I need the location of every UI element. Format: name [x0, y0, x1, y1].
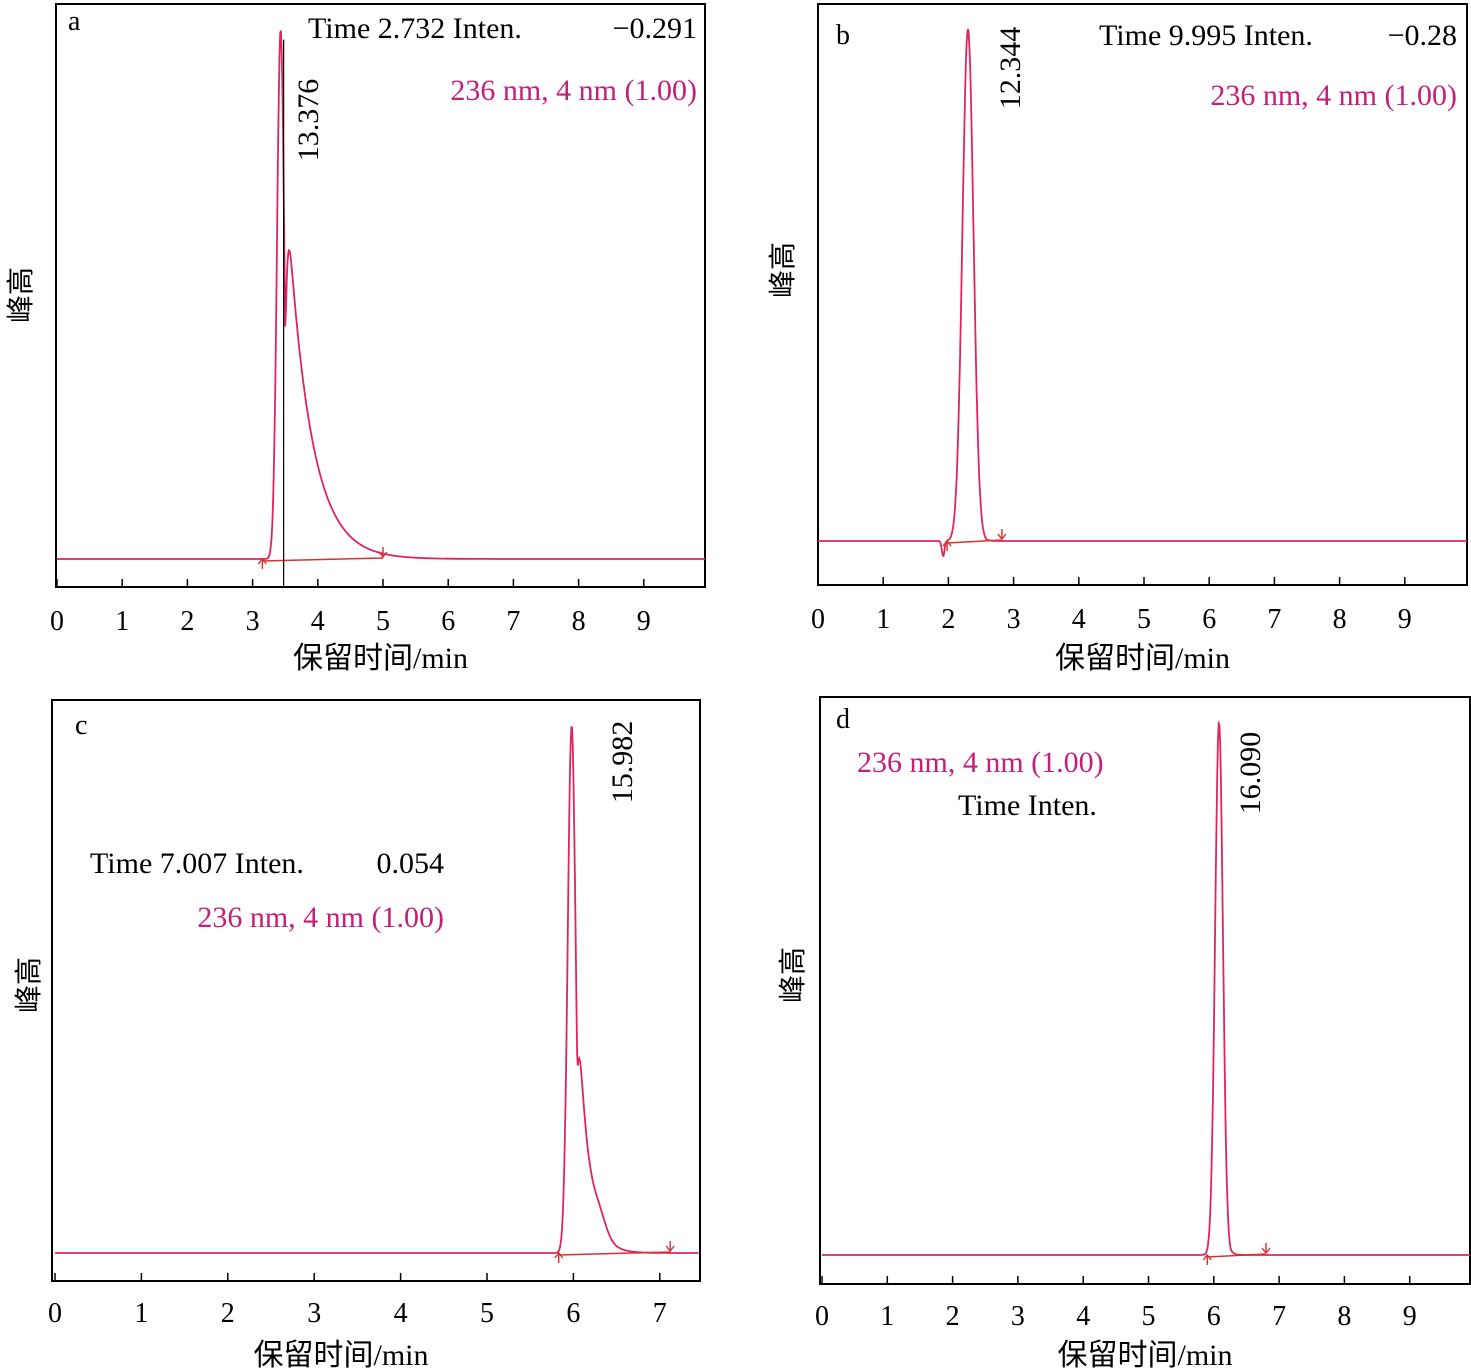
x-tick-label: 8 — [572, 606, 586, 637]
x-tick-label: 1 — [134, 1298, 148, 1329]
info-text: −0.291 — [613, 12, 697, 45]
x-axis-title: 保留时间/min — [293, 642, 468, 675]
x-tick-label: 5 — [1137, 604, 1151, 635]
x-axis-title: 保留时间/min — [1055, 642, 1230, 675]
peak-label: 15.982 — [606, 721, 639, 804]
x-tick-label: 1 — [115, 606, 129, 637]
peak-label: 13.376 — [292, 79, 325, 162]
x-tick-label: 9 — [637, 606, 651, 637]
panel-letter: a — [68, 6, 81, 37]
chromatogram-panel-c: 0 1 2 3 4 5 6 7 保留时间/min 峰高 c Time 7.007 Inten. 0.05… — [12, 699, 701, 1369]
x-tick-label: 0 — [50, 606, 64, 637]
peak-label: 16.090 — [1234, 732, 1267, 815]
peak-end-marker — [1261, 1243, 1271, 1255]
x-axis-title: 保留时间/min — [253, 1339, 428, 1369]
chromatogram-panel-a: 0 1 2 3 4 5 6 7 8 9 保留时间/min 峰高 a Time 2.732 Inten. −0… — [4, 3, 706, 675]
plot-frame — [51, 699, 701, 1282]
panel-letter: d — [836, 704, 850, 735]
y-axis-title: 峰高 — [766, 242, 799, 298]
wavelength-label: 236 nm, 4 nm (1.00) — [450, 74, 697, 107]
y-axis-title: 峰高 — [776, 947, 809, 1003]
x-tick-label: 8 — [1337, 1301, 1351, 1332]
x-tick-label: 6 — [441, 606, 455, 637]
info-text: Time 7.007 Inten. — [90, 847, 304, 880]
chromatogram-trace — [57, 30, 705, 560]
x-tick-label: 2 — [941, 604, 955, 635]
x-axis-title: 保留时间/min — [1057, 1339, 1232, 1369]
x-tick-label: 5 — [376, 606, 390, 637]
info-text: 0.054 — [377, 847, 445, 880]
x-tick-label: 1 — [876, 604, 890, 635]
peak-end-marker — [378, 547, 388, 559]
plot-frame — [819, 696, 1471, 1285]
x-tick-label: 4 — [1076, 1301, 1090, 1332]
x-tick-label: 7 — [1272, 1301, 1286, 1332]
chromatogram-trace — [55, 726, 699, 1254]
y-axis-title: 峰高 — [12, 957, 45, 1013]
x-tick-label: 9 — [1398, 604, 1412, 635]
wavelength-label: 236 nm, 4 nm (1.00) — [857, 746, 1104, 779]
x-tick-label: 0 — [815, 1301, 829, 1332]
panel-letter: c — [75, 710, 87, 741]
x-tick-label: 6 — [1207, 1301, 1221, 1332]
x-tick-label: 9 — [1403, 1301, 1417, 1332]
x-tick-label: 2 — [180, 606, 194, 637]
chromatogram-panel-d: 0 1 2 3 4 5 6 7 8 9 保留时间/min 峰高 d Time Inten. 236 nm, … — [776, 696, 1471, 1369]
peak-start-marker — [257, 557, 267, 569]
integration-baseline — [262, 557, 384, 562]
x-tick-label: 2 — [946, 1301, 960, 1332]
integration-baseline — [947, 539, 1002, 544]
peak-end-marker — [665, 1241, 675, 1253]
chromatogram-panel-b: 0 1 2 3 4 5 6 7 8 9 保留时间/min 峰高 b Time 9.995 Inten. −0… — [766, 3, 1468, 675]
x-tick-label: 3 — [307, 1298, 321, 1329]
chromatogram-trace — [818, 28, 1467, 558]
peak-label: 12.344 — [994, 27, 1027, 110]
panel-letter: b — [836, 20, 850, 51]
peak-start-marker — [942, 539, 952, 551]
x-tick-label: 6 — [566, 1298, 580, 1329]
x-tick-label: 3 — [246, 606, 260, 637]
peak-start-marker — [554, 1251, 564, 1263]
x-tick-label: 5 — [1142, 1301, 1156, 1332]
x-tick-label: 4 — [311, 606, 325, 637]
peak-start-marker — [1202, 1253, 1212, 1265]
x-tick-label: 7 — [506, 606, 520, 637]
info-text: Time 2.732 Inten. — [308, 12, 522, 45]
info-text: Time Inten. — [958, 789, 1097, 822]
info-text: Time 9.995 Inten. — [1099, 19, 1313, 52]
info-text: −0.28 — [1388, 19, 1457, 52]
x-tick-label: 7 — [1267, 604, 1281, 635]
x-tick-label: 0 — [48, 1298, 62, 1329]
plot-frame — [55, 3, 706, 588]
wavelength-label: 236 nm, 4 nm (1.00) — [197, 901, 444, 934]
y-axis-title: 峰高 — [4, 267, 37, 323]
peak-end-marker — [997, 529, 1007, 541]
plot-frame — [817, 3, 1468, 586]
x-tick-label: 7 — [653, 1298, 667, 1329]
x-tick-label: 6 — [1202, 604, 1216, 635]
x-tick-label: 0 — [811, 604, 825, 635]
wavelength-label: 236 nm, 4 nm (1.00) — [1210, 79, 1457, 112]
x-tick-label: 4 — [1072, 604, 1086, 635]
x-tick-label: 3 — [1007, 604, 1021, 635]
x-tick-label: 1 — [880, 1301, 894, 1332]
x-tick-label: 8 — [1333, 604, 1347, 635]
x-tick-label: 3 — [1011, 1301, 1025, 1332]
x-tick-label: 5 — [480, 1298, 494, 1329]
chromatogram-trace — [822, 720, 1470, 1256]
x-tick-label: 4 — [394, 1298, 408, 1329]
integration-baseline — [558, 1251, 671, 1256]
integration-baseline — [1207, 1253, 1267, 1258]
x-tick-label: 2 — [221, 1298, 235, 1329]
